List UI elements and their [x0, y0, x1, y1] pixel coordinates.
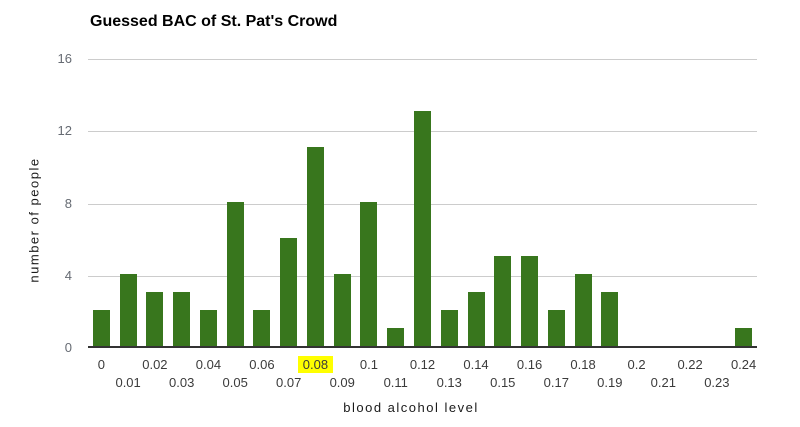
bar-0.04: [199, 309, 217, 346]
x-tick-label-0: 0: [97, 357, 105, 372]
x-tick-label-0.13: 0.13: [436, 375, 462, 390]
bar-0.24: [735, 327, 753, 346]
bar-0.12: [414, 111, 431, 346]
x-tick-label-0.17: 0.17: [543, 375, 569, 390]
x-tick-label-0.06: 0.06: [249, 357, 275, 372]
y-tick-label: 16: [57, 51, 72, 66]
x-axis-title: blood alcohol level: [343, 400, 479, 415]
bar-0.11: [387, 327, 405, 346]
x-tick-label-0.1: 0.1: [359, 357, 378, 372]
gridline: [88, 59, 757, 60]
bar-0.16: [521, 255, 539, 346]
y-tick-label: 8: [64, 195, 72, 211]
x-tick-label-0.05: 0.05: [222, 375, 248, 390]
x-tick-label-0.18: 0.18: [570, 357, 596, 372]
bar-0.05: [226, 201, 244, 346]
y-axis-title: number of people: [26, 157, 42, 283]
bar-0.03: [173, 291, 191, 346]
bar-0.1: [360, 201, 378, 346]
bar-0.09: [333, 273, 351, 346]
x-tick-label-0.07: 0.07: [276, 375, 302, 390]
chart-title: Guessed BAC of St. Pat's Crowd: [90, 13, 338, 30]
x-tick-label-0.24: 0.24: [730, 357, 757, 372]
x-tick-label-0.23: 0.23: [704, 375, 730, 390]
bar-0.19: [601, 291, 619, 346]
x-tick-label-0.09: 0.09: [329, 375, 355, 390]
y-tick-label: 0: [64, 340, 72, 355]
y-tick-label: 12: [57, 123, 72, 139]
x-tick-label-0.03: 0.03: [169, 375, 195, 390]
x-tick-label-0.16: 0.16: [516, 357, 543, 372]
x-tick-label-0.2: 0.2: [627, 357, 646, 372]
bar-0.07: [280, 237, 298, 346]
x-tick-label-0.11: 0.11: [383, 375, 408, 390]
x-tick-label-0.21: 0.21: [650, 375, 676, 390]
bar-0.01: [119, 273, 137, 346]
x-tick-label-0.12: 0.12: [409, 357, 436, 372]
x-tick-label-0.14: 0.14: [463, 357, 489, 372]
bar-0: [92, 309, 110, 346]
x-tick-label-0.04: 0.04: [195, 357, 222, 372]
plot-area: [88, 59, 757, 348]
x-tick-label-0.15: 0.15: [490, 375, 516, 390]
x-tick-label-0.22: 0.22: [677, 357, 703, 372]
bar-0.13: [440, 309, 458, 346]
bar-0.08: [306, 147, 324, 346]
x-tick-label-0.01: 0.01: [115, 375, 141, 390]
x-tick-label-0.08: 0.08: [285, 356, 345, 373]
x-axis-line: [88, 346, 757, 348]
bar-0.06: [253, 309, 271, 346]
bar-0.15: [494, 255, 512, 346]
x-tick-label-0.02: 0.02: [142, 357, 168, 372]
highlighted-x-tick: 0.08: [297, 356, 334, 373]
bar-0.18: [574, 273, 592, 346]
y-tick-label: 4: [64, 267, 72, 283]
x-tick-label-0.19: 0.19: [597, 375, 623, 390]
bar-0.02: [146, 291, 164, 346]
bar-0.14: [467, 291, 485, 346]
bar-0.17: [547, 309, 565, 346]
